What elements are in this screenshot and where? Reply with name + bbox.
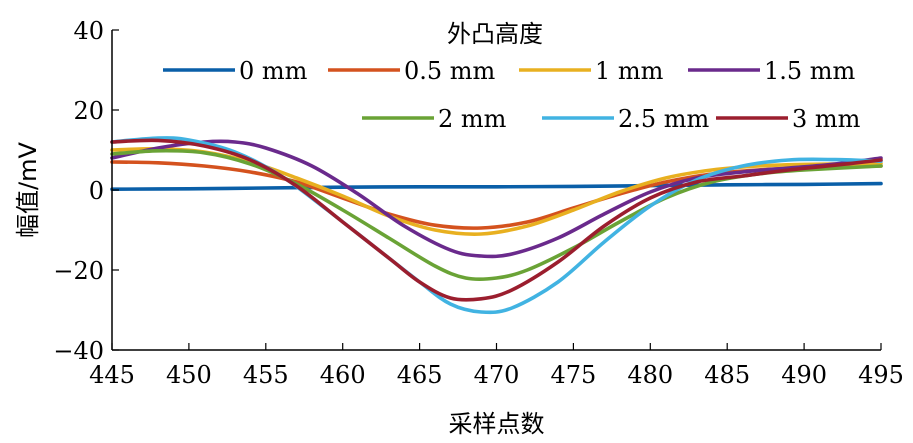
x-tick-label: 480 bbox=[627, 361, 673, 389]
legend-label-0: 0 mm bbox=[239, 57, 308, 85]
y-tick-label: −40 bbox=[53, 337, 104, 365]
y-tick-label: 20 bbox=[73, 97, 104, 125]
x-tick-label: 445 bbox=[89, 361, 135, 389]
y-tick-label: 0 bbox=[89, 177, 104, 205]
y-tick-label: −20 bbox=[53, 257, 104, 285]
x-tick-label: 495 bbox=[858, 361, 904, 389]
x-tick-label: 470 bbox=[474, 361, 520, 389]
series-line-6 bbox=[110, 138, 883, 302]
x-tick-label: 485 bbox=[704, 361, 750, 389]
legend-label-6: 3 mm bbox=[792, 105, 861, 133]
x-tick-label: 460 bbox=[320, 361, 366, 389]
x-tick-label: 490 bbox=[781, 361, 827, 389]
legend-label-1: 0.5 mm bbox=[404, 57, 496, 85]
legend-label-4: 2 mm bbox=[438, 105, 507, 133]
legend-label-3: 1.5 mm bbox=[764, 57, 856, 85]
legend-label-2: 1 mm bbox=[595, 57, 664, 85]
series-line-3 bbox=[110, 139, 883, 259]
y-ticks: −40 −20 0 20 40 bbox=[53, 17, 119, 365]
x-tick-label: 455 bbox=[243, 361, 289, 389]
series-layer bbox=[110, 136, 883, 315]
legend-label-5: 2.5 mm bbox=[618, 105, 710, 133]
legend: 外凸高度 0 mm 0.5 mm 1 mm 1.5 mm 2 mm 2.5 mm 3 mm bbox=[163, 20, 861, 133]
y-tick-label: 40 bbox=[73, 17, 104, 45]
y-axis-title: 幅值/mV bbox=[14, 141, 42, 237]
series-line-0 bbox=[110, 181, 883, 191]
series-line-5 bbox=[110, 136, 883, 315]
legend-title: 外凸高度 bbox=[447, 20, 543, 48]
x-axis-title: 采样点数 bbox=[449, 410, 545, 438]
x-ticks: 445 450 455 460 465 470 475 480 485 490 495 bbox=[89, 343, 904, 389]
x-tick-label: 475 bbox=[550, 361, 596, 389]
x-tick-label: 450 bbox=[166, 361, 212, 389]
x-tick-label: 465 bbox=[397, 361, 443, 389]
